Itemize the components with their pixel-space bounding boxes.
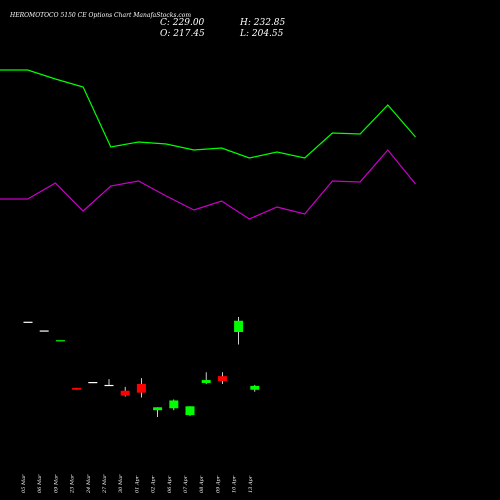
candle [55,340,65,342]
x-axis-ticks: 05 Mar 06 Mar 09 Mar 23 Mar 24 Mar 27 Mar 30 M… [21,474,254,494]
candle-body [104,384,114,387]
candle-body [72,387,82,390]
candle [234,317,244,345]
x-tick-label: 08 Apr [199,475,205,493]
candle-body [39,330,49,332]
candle-body [153,407,163,411]
candle-body [185,406,195,416]
low-price: L: 204.55 [240,29,284,39]
candle-body [201,380,211,383]
x-tick-label: 24 Mar [86,474,92,494]
candle [201,372,211,384]
candle-body [23,321,33,323]
close-price: C: 229.00 [160,18,205,28]
candle-body [234,320,244,332]
x-tick-label: 09 Mar [53,474,59,493]
candle-body [88,381,98,384]
candle [23,321,33,323]
candle-body [55,340,65,342]
candle [39,330,49,332]
candles [23,317,260,417]
x-tick-label: 06 Apr [167,475,173,493]
candle [185,406,195,417]
lower-band-line [0,149,416,220]
x-tick-label: 09 Apr [215,475,221,493]
upper-band-line [0,69,416,159]
candle [104,379,114,387]
candle [120,386,130,397]
x-tick-label: 23 Mar [70,474,76,494]
candle [88,381,98,384]
candle [169,399,179,411]
indicator-bands [0,69,416,220]
candle-body [136,383,146,393]
high-price: H: 232.85 [240,18,286,28]
candle [217,372,227,384]
x-tick-label: 02 Apr [151,475,157,493]
candle-body [120,390,130,396]
candle [136,378,146,398]
open-price: O: 217.45 [160,29,205,39]
candle-body [169,400,179,409]
x-tick-label: 30 Mar [118,474,124,493]
chart-title: HEROMOTOCO 5150 CE Options Chart ManafaS… [10,12,192,19]
candle [153,407,163,417]
candle-body [217,376,227,382]
x-tick-label: 13 Apr [248,475,254,493]
candle-body [250,385,260,390]
x-tick-label: 07 Apr [183,475,189,493]
x-tick-label: 01 Apr [134,475,140,493]
x-tick-label: 05 Mar [21,474,27,493]
x-tick-label: 27 Mar [102,474,108,494]
candle [250,384,260,392]
x-tick-label: 06 Mar [37,474,43,493]
x-tick-label: 10 Apr [232,475,238,493]
candle [72,387,82,390]
